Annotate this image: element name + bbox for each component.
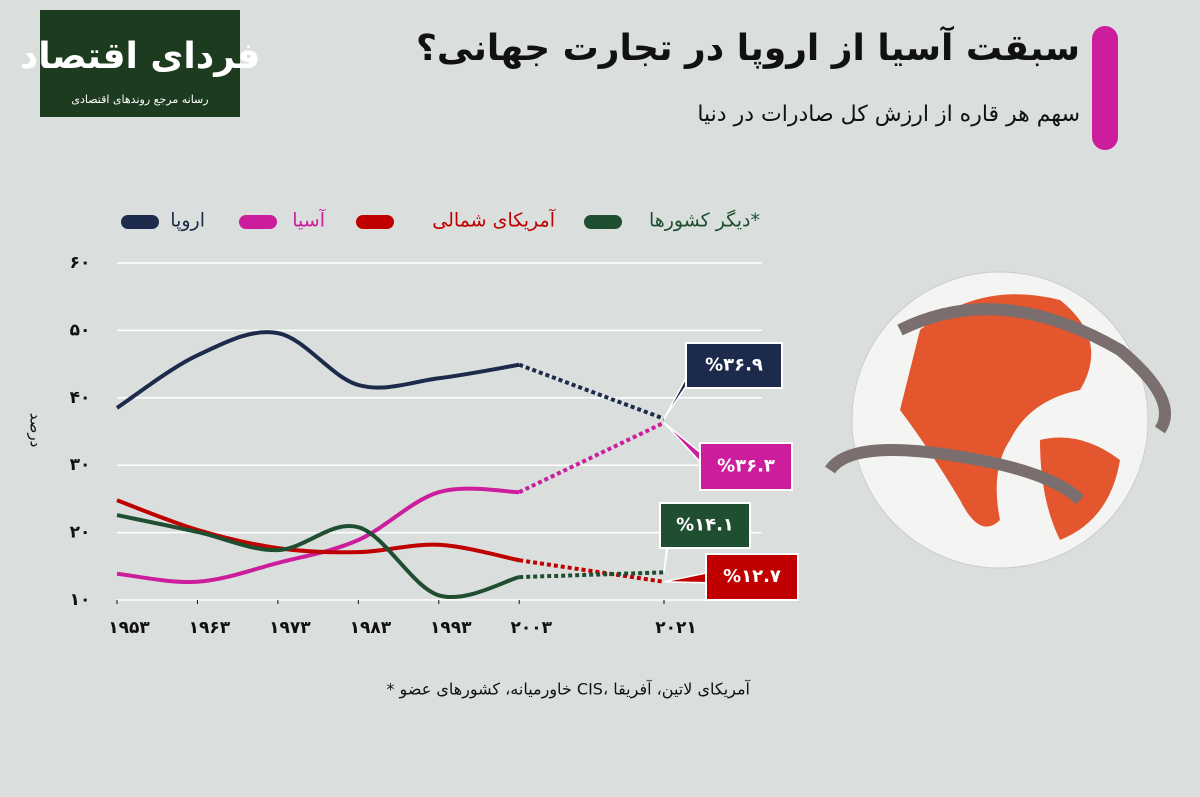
y-axis-label: درصد (27, 413, 45, 448)
legend-label: آمریکای شمالی (432, 208, 555, 232)
logo-tagline: رسانه مرجع روندهای اقتصادی (71, 93, 208, 106)
series-projection (518, 420, 665, 494)
series-projection (519, 570, 665, 580)
footnote: * خاورمیانه، کشورهای عضو CIS، آمریکای لا… (386, 680, 751, 700)
value-label: %۱۲.۷ (723, 566, 781, 587)
y-tick-label: ۳۰ (70, 455, 91, 475)
value-label: %۱۴.۱ (676, 515, 734, 536)
y-tick-label: ۵۰ (70, 320, 91, 340)
legend-label: دیگر کشورها* (649, 209, 760, 232)
y-tick-label: ۶۰ (70, 253, 91, 273)
callout-box (699, 442, 793, 491)
chart-subtitle: سهم هر قاره از ارزش کل صادرات در دنیا (697, 102, 1080, 127)
x-tick-label: ۱۹۵۳ (108, 618, 150, 638)
logo-name: فردای اقتصاد (20, 36, 260, 77)
chart-title: سبقت آسیا از اروپا در تجارت جهانی؟ (416, 25, 1080, 69)
callout-box (659, 502, 751, 549)
callout-box (705, 553, 799, 601)
x-tick-label: ۱۹۷۳ (269, 618, 311, 638)
y-tick-label: ۱۰ (70, 590, 91, 610)
logo-box (40, 10, 240, 117)
x-tick-label: ۱۹۸۳ (350, 618, 392, 638)
series-line (116, 513, 520, 599)
x-tick-label: ۱۹۶۳ (189, 618, 231, 638)
y-tick-label: ۴۰ (70, 388, 91, 408)
series-line (115, 330, 520, 410)
x-tick-label: ۲۰۲۱ (655, 618, 697, 638)
series-projection (518, 558, 665, 584)
x-tick-label: ۱۹۹۳ (430, 618, 472, 638)
series-line (116, 498, 520, 563)
legend-label: آسیا (292, 208, 325, 232)
series-projection (518, 362, 665, 421)
value-label: %۳۶.۳ (717, 456, 775, 477)
value-label: %۳۶.۹ (705, 355, 763, 376)
globe (825, 271, 1171, 569)
x-tick-label: ۲۰۰۳ (510, 618, 552, 638)
legend-label: اروپا (170, 210, 205, 232)
y-tick-label: ۲۰ (70, 523, 91, 543)
callout-box (685, 342, 783, 389)
title-accent (1092, 26, 1118, 150)
